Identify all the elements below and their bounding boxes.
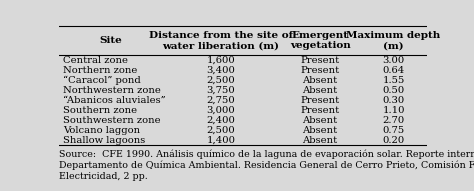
Text: Emergent
vegetation: Emergent vegetation: [290, 31, 350, 50]
Text: 1,600: 1,600: [207, 56, 235, 65]
Text: Northwestern zone: Northwestern zone: [63, 86, 161, 95]
Text: 3,400: 3,400: [207, 66, 235, 75]
Text: 2.70: 2.70: [383, 116, 405, 125]
Text: Source:  CFE 1990. Análisis químico de la laguna de evaporación solar. Reporte i: Source: CFE 1990. Análisis químico de la…: [59, 150, 474, 181]
Text: 3.00: 3.00: [383, 56, 405, 65]
Text: Absent: Absent: [302, 126, 337, 135]
Text: “Caracol” pond: “Caracol” pond: [63, 76, 141, 85]
Text: 0.50: 0.50: [383, 86, 405, 95]
Text: Shallow lagoons: Shallow lagoons: [63, 136, 145, 145]
Text: Distance from the site of
water liberation (m): Distance from the site of water liberati…: [149, 31, 293, 50]
Text: 2,750: 2,750: [207, 96, 235, 105]
Text: 0.75: 0.75: [383, 126, 405, 135]
Text: Northern zone: Northern zone: [63, 66, 137, 75]
Text: 1,400: 1,400: [206, 136, 236, 145]
Text: 0.64: 0.64: [383, 66, 405, 75]
Text: Southern zone: Southern zone: [63, 106, 137, 115]
Text: Absent: Absent: [302, 136, 337, 145]
Text: Volcano laggon: Volcano laggon: [63, 126, 140, 135]
Text: 2,500: 2,500: [207, 126, 235, 135]
Text: 1.55: 1.55: [383, 76, 405, 85]
Text: Present: Present: [301, 96, 340, 105]
Text: 3,000: 3,000: [207, 106, 235, 115]
Text: Southwestern zone: Southwestern zone: [63, 116, 161, 125]
Text: Present: Present: [301, 106, 340, 115]
Text: “Abanicos aluviales”: “Abanicos aluviales”: [63, 96, 165, 105]
Text: 2,500: 2,500: [207, 76, 235, 85]
Text: 0.20: 0.20: [383, 136, 405, 145]
Text: Present: Present: [301, 66, 340, 75]
Text: Present: Present: [301, 56, 340, 65]
Text: Maximum depth
(m): Maximum depth (m): [346, 31, 441, 50]
Text: 3,750: 3,750: [207, 86, 235, 95]
Text: 0.30: 0.30: [383, 96, 405, 105]
Text: Site: Site: [100, 36, 122, 45]
Text: Absent: Absent: [302, 116, 337, 125]
Text: Central zone: Central zone: [63, 56, 128, 65]
Text: Absent: Absent: [302, 86, 337, 95]
Text: 1.10: 1.10: [383, 106, 405, 115]
Text: Absent: Absent: [302, 76, 337, 85]
Text: 2,400: 2,400: [207, 116, 235, 125]
